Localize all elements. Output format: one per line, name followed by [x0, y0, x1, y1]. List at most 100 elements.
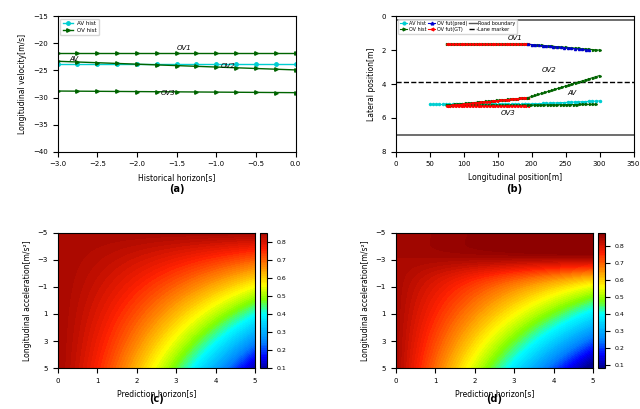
OV fut(pred) — [535, 43, 543, 48]
AV hist — [232, 61, 240, 66]
OV fut(pred) — [524, 42, 532, 47]
Y-axis label: Lateral position[m]: Lateral position[m] — [367, 47, 376, 121]
OV hist — [93, 51, 101, 56]
AV hist — [465, 102, 473, 107]
OV hist — [508, 42, 515, 47]
OV fut(GT) — [508, 42, 515, 47]
OV fut(GT) — [513, 42, 521, 47]
OV fut(GT) — [443, 42, 451, 47]
AV hist — [54, 61, 61, 66]
OV fut(pred) — [542, 43, 550, 48]
OV fut(pred) — [582, 47, 589, 52]
AV hist — [449, 102, 456, 107]
OV hist — [133, 51, 141, 56]
OV hist — [471, 42, 479, 47]
OV fut(pred) — [571, 46, 579, 51]
AV hist — [462, 102, 470, 107]
AV hist — [272, 61, 280, 66]
OV fut(GT) — [474, 42, 481, 47]
OV hist — [468, 42, 476, 47]
AV hist — [511, 102, 519, 107]
OV hist — [524, 42, 532, 47]
Line: OV hist: OV hist — [56, 52, 298, 55]
OV hist — [488, 42, 495, 47]
Legend: AV hist, OV hist, OV fut(pred), OV fut(GT), Road boundary, Lane marker: AV hist, OV hist, OV fut(pred), OV fut(G… — [398, 19, 517, 34]
AV hist — [93, 61, 101, 66]
Line: AV hist: AV hist — [429, 103, 526, 106]
AV hist — [508, 102, 515, 107]
AV hist — [518, 102, 525, 107]
AV hist — [515, 102, 522, 107]
OV fut(GT) — [522, 42, 529, 47]
Text: OV2: OV2 — [220, 63, 235, 69]
OV hist — [449, 42, 456, 47]
OV fut(pred) — [586, 48, 593, 53]
Text: OV1: OV1 — [508, 35, 522, 41]
X-axis label: Historical horizon[s]: Historical horizon[s] — [138, 173, 215, 182]
AV hist — [481, 102, 489, 107]
OV hist — [445, 42, 453, 47]
OV hist — [522, 42, 529, 47]
Y-axis label: Longitudinal velocity[m/s]: Longitudinal velocity[m/s] — [19, 34, 28, 134]
OV hist — [460, 42, 467, 47]
OV fut(GT) — [482, 42, 490, 47]
OV hist — [451, 42, 459, 47]
OV fut(pred) — [528, 42, 536, 47]
AV hist — [292, 61, 300, 66]
Line: OV fut(GT): OV fut(GT) — [445, 43, 529, 45]
AV hist — [445, 102, 453, 107]
AV hist — [74, 61, 81, 66]
AV hist — [426, 102, 433, 107]
AV hist — [475, 102, 483, 107]
Text: (a): (a) — [169, 184, 184, 194]
Line: AV hist: AV hist — [56, 62, 298, 66]
OV fut(pred) — [557, 45, 564, 50]
OV hist — [493, 42, 501, 47]
OV fut(GT) — [499, 42, 507, 47]
OV fut(GT) — [468, 42, 476, 47]
OV fut(GT) — [510, 42, 518, 47]
OV hist — [516, 42, 524, 47]
AV hist — [501, 102, 509, 107]
OV hist — [272, 51, 280, 56]
AV hist — [439, 102, 447, 107]
OV fut(GT) — [488, 42, 495, 47]
OV hist — [212, 51, 220, 56]
OV hist — [502, 42, 509, 47]
OV fut(GT) — [516, 42, 524, 47]
OV fut(GT) — [445, 42, 453, 47]
OV fut(GT) — [485, 42, 493, 47]
OV hist — [153, 51, 161, 56]
OV fut(pred) — [546, 44, 554, 49]
OV fut(GT) — [505, 42, 513, 47]
AV hist — [436, 102, 444, 107]
Legend: AV hist, OV hist: AV hist, OV hist — [60, 19, 99, 35]
OV fut(pred) — [539, 43, 547, 48]
OV hist — [113, 51, 121, 56]
OV hist — [457, 42, 465, 47]
AV hist — [472, 102, 479, 107]
OV fut(GT) — [471, 42, 479, 47]
X-axis label: Prediction horizon[s]: Prediction horizon[s] — [454, 389, 534, 398]
Text: OV1: OV1 — [177, 45, 191, 52]
OV hist — [193, 51, 200, 56]
OV fut(pred) — [553, 45, 561, 49]
OV fut(GT) — [491, 42, 499, 47]
OV hist — [477, 42, 484, 47]
OV fut(GT) — [502, 42, 509, 47]
AV hist — [492, 102, 499, 107]
OV fut(GT) — [493, 42, 501, 47]
AV hist — [485, 102, 493, 107]
AV hist — [498, 102, 506, 107]
AV hist — [468, 102, 476, 107]
OV hist — [479, 42, 487, 47]
OV fut(GT) — [463, 42, 470, 47]
AV hist — [452, 102, 460, 107]
OV hist — [496, 42, 504, 47]
AV hist — [193, 61, 200, 66]
OV fut(pred) — [575, 47, 582, 52]
OV fut(pred) — [532, 43, 540, 47]
X-axis label: Prediction horizon[s]: Prediction horizon[s] — [116, 389, 196, 398]
AV hist — [432, 102, 440, 107]
OV hist — [505, 42, 513, 47]
